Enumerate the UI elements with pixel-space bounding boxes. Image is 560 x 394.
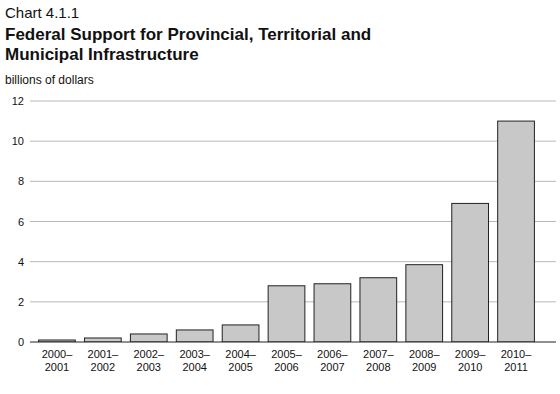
x-tick-line: 2005– <box>271 348 302 360</box>
x-tick-label: 2010–2011 <box>501 348 532 373</box>
y-axis-label: billions of dollars <box>5 73 94 87</box>
x-tick-label: 2007–2008 <box>363 348 394 373</box>
x-tick-label: 2000–2001 <box>42 348 73 373</box>
y-tick-label: 10 <box>12 135 24 147</box>
title: Federal Support for Provincial, Territor… <box>5 25 371 64</box>
x-tick-line: 2008– <box>409 348 440 360</box>
x-tick-line: 2005 <box>228 361 252 373</box>
bar <box>268 286 305 342</box>
x-tick-label: 2004–2005 <box>225 348 256 373</box>
x-tick-label: 2005–2006 <box>271 348 302 373</box>
x-tick-line: 2010– <box>501 348 532 360</box>
bar <box>314 284 351 342</box>
y-tick-label: 4 <box>18 256 24 268</box>
x-tick-line: 2011 <box>504 361 528 373</box>
x-axis-line <box>30 341 556 342</box>
bar <box>406 265 443 342</box>
x-tick-label: 2003–2004 <box>179 348 210 373</box>
x-tick-line: 2006 <box>274 361 298 373</box>
x-tick-line: 2003 <box>137 361 161 373</box>
x-tick-line: 2002 <box>91 361 115 373</box>
grid-line <box>30 141 556 142</box>
title-line: Municipal Infrastructure <box>5 45 199 64</box>
x-tick-line: 2004 <box>182 361 206 373</box>
grid-line <box>30 181 556 182</box>
title-line: Federal Support for Provincial, Territor… <box>5 25 371 44</box>
chart: Chart 4.1.1 Federal Support for Provincia… <box>0 0 560 394</box>
x-tick-line: 2001 <box>45 361 69 373</box>
bar <box>498 121 535 342</box>
x-tick-line: 2006– <box>317 348 348 360</box>
bar <box>130 334 167 342</box>
x-tick-line: 2001– <box>88 348 119 360</box>
x-tick-line: 2007– <box>363 348 394 360</box>
x-tick-line: 2003– <box>179 348 210 360</box>
bar <box>360 278 397 342</box>
y-tick-label: 2 <box>18 296 24 308</box>
x-tick-line: 2008 <box>366 361 390 373</box>
x-tick-line: 2010 <box>458 361 482 373</box>
x-tick-line: 2009– <box>455 348 486 360</box>
x-tick-line: 2000– <box>42 348 73 360</box>
grid-line <box>30 101 556 102</box>
chart-number: Chart 4.1.1 <box>5 4 79 21</box>
x-tick-label: 2001–2002 <box>88 348 119 373</box>
bar <box>222 325 259 342</box>
bar <box>176 330 213 342</box>
bars <box>39 121 535 342</box>
y-tick-label: 12 <box>12 95 24 107</box>
bar <box>452 203 489 342</box>
x-tick-line: 2004– <box>225 348 256 360</box>
y-tick-label: 6 <box>18 216 24 228</box>
y-tick-label: 8 <box>18 175 24 187</box>
x-tick-line: 2007 <box>320 361 344 373</box>
x-tick-line: 2002– <box>133 348 164 360</box>
x-tick-label: 2006–2007 <box>317 348 348 373</box>
x-tick-label: 2009–2010 <box>455 348 486 373</box>
x-tick-line: 2009 <box>412 361 436 373</box>
bar <box>85 338 122 342</box>
x-tick-label: 2002–2003 <box>133 348 164 373</box>
x-tick-label: 2008–2009 <box>409 348 440 373</box>
y-tick-label: 0 <box>18 336 24 348</box>
